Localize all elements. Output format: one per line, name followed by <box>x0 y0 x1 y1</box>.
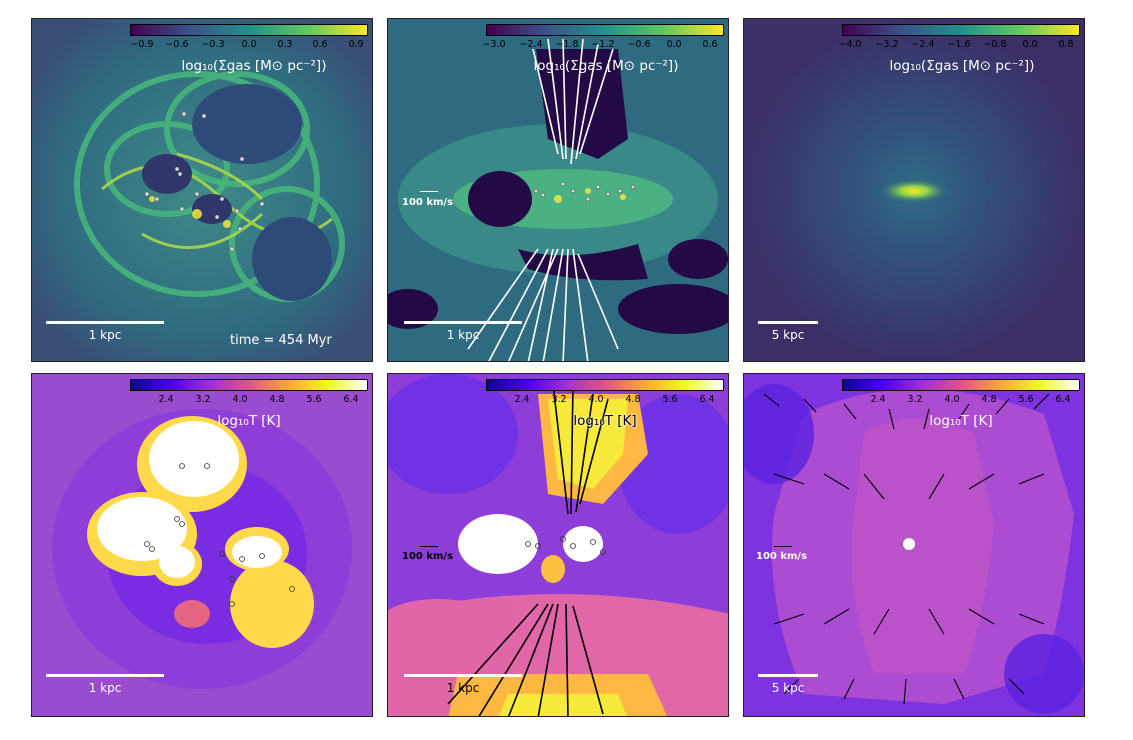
velocity-reference-label: 100 km/s <box>402 197 454 208</box>
tick: −3.2 <box>875 39 899 50</box>
velocity-reference-label: 100 km/s <box>756 551 808 562</box>
tick: −4.0 <box>838 39 862 50</box>
scale-bar <box>758 674 818 677</box>
tick: −0.3 <box>201 39 225 50</box>
colorbar-ticks: −4.0 −3.2 −2.4 −1.6 −0.8 0.0 0.8 <box>838 39 1080 51</box>
panel-temperature-faceon: 2.4 3.2 4.0 4.8 5.6 6.4 log₁₀T [K] 1 kpc <box>31 373 373 717</box>
tick: −0.8 <box>983 39 1007 50</box>
velocity-reference-label: 100 km/s <box>402 551 454 562</box>
scale-bar <box>404 674 522 677</box>
tick: 4.0 <box>232 394 248 405</box>
scale-label: 1 kpc <box>446 681 480 695</box>
colorbar-label: log₁₀(Σgas [M⊙ pc⁻²]) <box>181 58 327 74</box>
tick: 6.4 <box>343 394 359 405</box>
tick: 2.4 <box>158 394 174 405</box>
density-faceon-map <box>32 19 372 361</box>
colorbar-label: log₁₀T [K] <box>217 413 281 429</box>
colorbar-label: log₁₀T [K] <box>573 413 637 429</box>
tick: 4.8 <box>981 394 997 405</box>
scale-label: 5 kpc <box>771 681 805 695</box>
density-large-map <box>744 19 1084 361</box>
velocity-reference-arrow <box>774 546 792 547</box>
tick: −1.8 <box>555 39 579 50</box>
colorbar-ticks: 2.4 3.2 4.0 4.8 5.6 6.4 <box>486 394 724 406</box>
temperature-edgeon-map <box>388 374 728 716</box>
tick: 0.9 <box>348 39 364 50</box>
colorbar <box>486 379 724 391</box>
colorbar-ticks: 2.4 3.2 4.0 4.8 5.6 6.4 <box>130 394 368 406</box>
tick: 0.0 <box>1022 39 1038 50</box>
tick: −1.6 <box>947 39 971 50</box>
tick: 3.2 <box>907 394 923 405</box>
velocity-reference-arrow <box>420 191 438 192</box>
tick: 4.8 <box>269 394 285 405</box>
tick: −2.4 <box>519 39 543 50</box>
colorbar-label: log₁₀T [K] <box>929 413 993 429</box>
density-edgeon-map <box>388 19 728 361</box>
colorbar-ticks: −3.0 −2.4 −1.8 −1.2 −0.6 0.0 0.6 <box>482 39 724 51</box>
colorbar-ticks: −0.9 −0.6 −0.3 0.0 0.3 0.6 0.9 <box>130 39 368 51</box>
tick: 3.2 <box>195 394 211 405</box>
tick: 6.4 <box>1055 394 1071 405</box>
tick: 3.2 <box>551 394 567 405</box>
colorbar-label: log₁₀(Σgas [M⊙ pc⁻²]) <box>889 58 1035 74</box>
panel-density-faceon: −0.9 −0.6 −0.3 0.0 0.3 0.6 0.9 log₁₀(Σga… <box>31 18 373 362</box>
scale-label: 5 kpc <box>771 328 805 342</box>
tick: 5.6 <box>662 394 678 405</box>
colorbar <box>486 24 724 36</box>
tick: 2.4 <box>514 394 530 405</box>
tick: 4.8 <box>625 394 641 405</box>
panel-temperature-edgeon: 2.4 3.2 4.0 4.8 5.6 6.4 log₁₀T [K] 100 k… <box>387 373 729 717</box>
scale-bar <box>46 674 164 677</box>
tick: −1.2 <box>591 39 615 50</box>
colorbar <box>842 24 1080 36</box>
tick: 0.6 <box>702 39 718 50</box>
tick: −0.6 <box>165 39 189 50</box>
tick: −0.9 <box>130 39 154 50</box>
tick: 0.8 <box>1058 39 1074 50</box>
velocity-reference-arrow <box>420 546 438 547</box>
tick: 0.6 <box>312 39 328 50</box>
scale-bar <box>758 321 818 324</box>
colorbar <box>130 24 368 36</box>
tick: 4.0 <box>944 394 960 405</box>
tick: 4.0 <box>588 394 604 405</box>
scale-label: 1 kpc <box>446 328 480 342</box>
panel-temperature-large: 2.4 3.2 4.0 4.8 5.6 6.4 log₁₀T [K] 100 k… <box>743 373 1085 717</box>
tick: −3.0 <box>482 39 506 50</box>
tick: −2.4 <box>911 39 935 50</box>
temperature-faceon-map <box>32 374 372 716</box>
tick: 5.6 <box>1018 394 1034 405</box>
tick: 6.4 <box>699 394 715 405</box>
colorbar-label: log₁₀(Σgas [M⊙ pc⁻²]) <box>533 58 679 74</box>
tick: −0.6 <box>627 39 651 50</box>
temperature-large-map <box>744 374 1084 716</box>
time-label: time = 454 Myr <box>230 333 332 348</box>
panel-density-large: −4.0 −3.2 −2.4 −1.6 −0.8 0.0 0.8 log₁₀(Σ… <box>743 18 1085 362</box>
scale-bar <box>46 321 164 324</box>
scale-bar <box>404 321 522 324</box>
tick: 2.4 <box>870 394 886 405</box>
tick: 5.6 <box>306 394 322 405</box>
tick: 0.3 <box>277 39 293 50</box>
colorbar-ticks: 2.4 3.2 4.0 4.8 5.6 6.4 <box>842 394 1080 406</box>
scale-label: 1 kpc <box>88 681 122 695</box>
scale-label: 1 kpc <box>88 328 122 342</box>
tick: 0.0 <box>666 39 682 50</box>
colorbar <box>842 379 1080 391</box>
panel-density-edgeon: −3.0 −2.4 −1.8 −1.2 −0.6 0.0 0.6 log₁₀(Σ… <box>387 18 729 362</box>
tick: 0.0 <box>241 39 257 50</box>
colorbar <box>130 379 368 391</box>
